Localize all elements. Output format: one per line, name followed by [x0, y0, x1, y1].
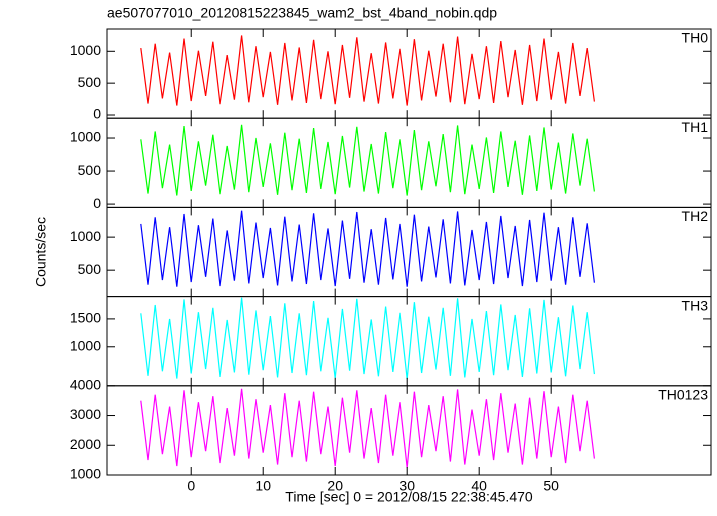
y-tick-label: 3000: [70, 406, 101, 422]
y-tick-label: 500: [78, 162, 102, 178]
data-line: [140, 35, 595, 106]
chart-title: ae507077010_20120815223845_wam2_bst_4ban…: [107, 5, 497, 21]
y-axis-label: Counts/sec: [33, 217, 49, 287]
x-tick-label: 50: [543, 478, 559, 494]
data-line: [140, 124, 595, 196]
y-tick-label: 1500: [70, 310, 101, 326]
x-tick-label: 30: [399, 478, 415, 494]
y-tick-label: 1000: [70, 42, 101, 58]
panel-frame: [106, 28, 712, 119]
data-line: [140, 210, 595, 287]
y-tick-label: 4000: [70, 377, 101, 393]
series-label: TH3: [682, 297, 709, 313]
x-tick-label: 40: [471, 478, 487, 494]
x-tick-label: 20: [327, 478, 343, 494]
panel-frame: [106, 385, 712, 476]
data-line: [140, 297, 595, 380]
series-label: TH2: [682, 208, 709, 224]
y-tick-label: 0: [93, 106, 101, 122]
y-tick-label: 0: [93, 195, 101, 211]
x-tick-label: 0: [187, 478, 195, 494]
x-tick-label: 10: [255, 478, 271, 494]
y-tick-label: 1000: [70, 129, 101, 145]
x-axis-label: Time [sec] 0 = 2012/08/15 22:38:45.470: [285, 489, 533, 505]
series-label: TH1: [682, 119, 709, 135]
y-tick-label: 500: [78, 74, 102, 90]
y-tick-label: 1000: [70, 337, 101, 353]
data-line: [140, 388, 595, 468]
y-tick-label: 1000: [70, 228, 101, 244]
y-tick-label: 500: [78, 261, 102, 277]
y-tick-label: 2000: [70, 436, 101, 452]
series-label: TH0: [682, 30, 709, 46]
series-label: TH0123: [658, 387, 708, 403]
panel-frame: [106, 117, 712, 208]
panel-frame: [106, 296, 712, 387]
y-tick-label: 1000: [70, 466, 101, 482]
panel-frame: [106, 206, 712, 298]
